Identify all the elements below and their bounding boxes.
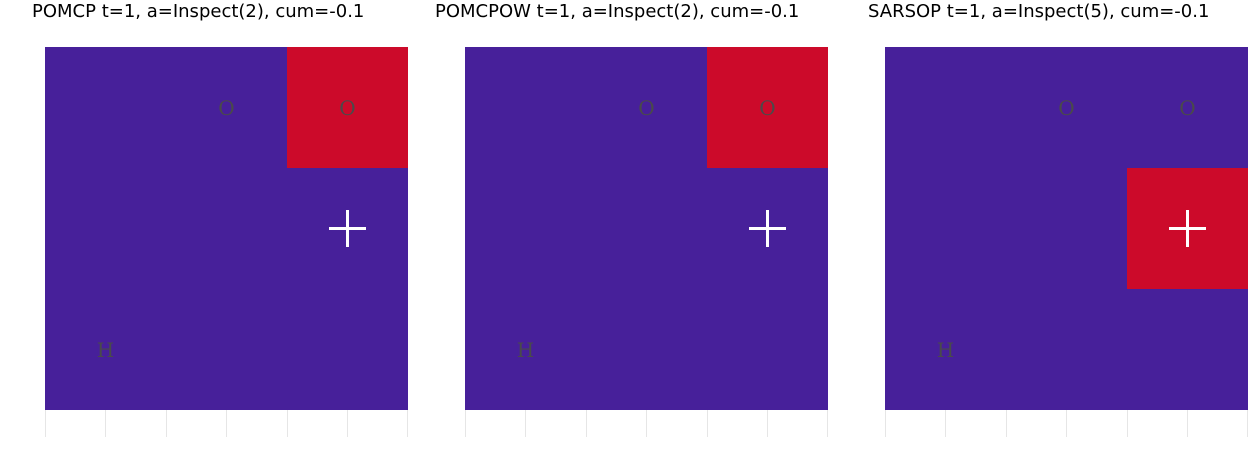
grid-cell — [707, 289, 828, 410]
home-marker: H — [516, 337, 535, 362]
grid-cell — [465, 168, 586, 289]
object-marker: O — [1179, 95, 1196, 120]
grid-cell: O — [1006, 47, 1127, 168]
object-marker: O — [759, 95, 776, 120]
plus-icon — [749, 210, 786, 247]
grid-cell — [465, 47, 586, 168]
panel-title: SARSOP t=1, a=Inspect(5), cum=-0.1 — [868, 1, 1210, 22]
grid-cell — [707, 168, 828, 289]
grid-cell — [1006, 168, 1127, 289]
grid-cell — [166, 168, 287, 289]
grid-cell — [586, 168, 707, 289]
object-marker: O — [339, 95, 356, 120]
grid-cell — [586, 289, 707, 410]
grid-cell: O — [586, 47, 707, 168]
grid-cell — [1127, 289, 1248, 410]
object-marker: O — [638, 95, 655, 120]
plus-icon — [1169, 210, 1206, 247]
grid-cell — [287, 289, 408, 410]
grid-cell: H — [45, 289, 166, 410]
grid-panel: O O H — [465, 47, 828, 410]
grid-cell: O — [166, 47, 287, 168]
grid-cell: H — [465, 289, 586, 410]
grid-cell — [1006, 289, 1127, 410]
grid-cell: O — [707, 47, 828, 168]
object-marker: O — [1058, 95, 1075, 120]
grid-cell — [166, 289, 287, 410]
grid-panel: O O H — [45, 47, 408, 410]
panel-title: POMCPOW t=1, a=Inspect(2), cum=-0.1 — [435, 1, 800, 22]
grid-cell — [45, 168, 166, 289]
panel-title: POMCP t=1, a=Inspect(2), cum=-0.1 — [32, 1, 365, 22]
grid-panel: O O H — [885, 47, 1248, 410]
grid-cell — [885, 47, 1006, 168]
grid-cell: O — [1127, 47, 1248, 168]
home-marker: H — [936, 337, 955, 362]
grid-cell: H — [885, 289, 1006, 410]
plus-icon — [329, 210, 366, 247]
grid-cell — [885, 168, 1006, 289]
grid-cell — [45, 47, 166, 168]
grid-cell — [287, 168, 408, 289]
object-marker: O — [218, 95, 235, 120]
grid-cell — [1127, 168, 1248, 289]
home-marker: H — [96, 337, 115, 362]
grid-cell: O — [287, 47, 408, 168]
